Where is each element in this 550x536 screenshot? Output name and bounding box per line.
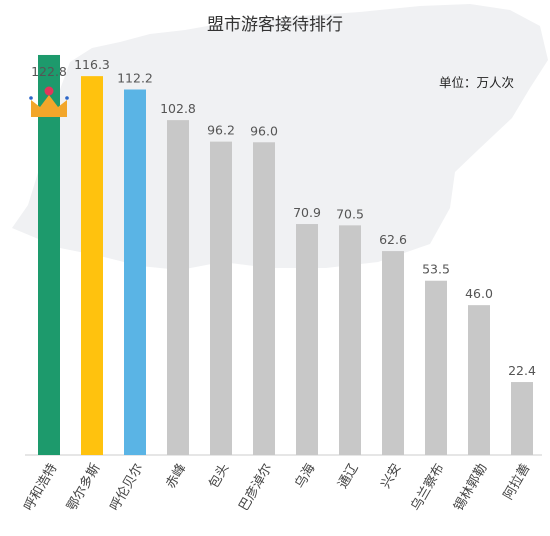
value-label-8: 70.5 bbox=[336, 206, 364, 221]
bar-12 bbox=[511, 382, 533, 455]
bar-5 bbox=[210, 141, 232, 455]
category-label-12: 阿拉善 bbox=[500, 461, 533, 503]
category-label-9: 兴安 bbox=[378, 461, 404, 491]
value-label-10: 53.5 bbox=[422, 262, 450, 277]
value-label-12: 22.4 bbox=[508, 363, 536, 378]
chart-title: 盟市游客接待排行 bbox=[207, 15, 343, 35]
value-label-6: 96.0 bbox=[250, 123, 278, 138]
value-labels-group: 122.8 116.3 112.2 102.8 96.2 96.0 70.9 70.5 62.6… bbox=[31, 57, 536, 378]
bar-11 bbox=[468, 305, 490, 455]
category-label-5: 包头 bbox=[206, 461, 232, 491]
bar-6 bbox=[253, 142, 275, 456]
value-label-7: 70.9 bbox=[293, 205, 321, 220]
value-label-9: 62.6 bbox=[379, 232, 407, 247]
crown-jewel bbox=[44, 86, 54, 96]
bar-4 bbox=[167, 120, 189, 455]
category-labels-group: 呼和浩特 鄂尔多斯 呼伦贝尔 赤峰 包头 巴彦淖尔 乌海 通辽 兴安 乌兰察布 锡林郭勒 阿拉善 bbox=[21, 461, 533, 514]
bars-group bbox=[38, 54, 533, 456]
category-label-2: 鄂尔多斯 bbox=[64, 461, 104, 514]
category-label-6: 巴彦淖尔 bbox=[236, 461, 276, 514]
crown-icon bbox=[29, 86, 69, 117]
category-label-8: 通辽 bbox=[335, 461, 361, 491]
value-label-5: 96.2 bbox=[207, 123, 235, 138]
value-label-1: 122.8 bbox=[31, 64, 67, 79]
value-label-11: 46.0 bbox=[465, 286, 493, 301]
bar-7 bbox=[296, 224, 318, 455]
bar-2 bbox=[81, 76, 103, 456]
bar-10 bbox=[425, 280, 447, 455]
bar-1 bbox=[38, 54, 60, 455]
bar-8 bbox=[339, 225, 361, 455]
category-label-10: 乌兰察布 bbox=[408, 461, 448, 514]
bar-9 bbox=[382, 251, 404, 455]
category-label-3: 呼伦贝尔 bbox=[107, 461, 146, 514]
unit-label: 单位：万人次 bbox=[439, 75, 514, 90]
bar-3 bbox=[124, 89, 146, 455]
value-label-3: 112.2 bbox=[117, 71, 153, 86]
category-label-4: 赤峰 bbox=[163, 461, 189, 491]
category-label-7: 乌海 bbox=[292, 461, 319, 492]
category-label-11: 锡林郭勒 bbox=[451, 461, 491, 514]
value-label-2: 116.3 bbox=[74, 57, 110, 72]
category-label-1: 呼和浩特 bbox=[21, 461, 60, 514]
value-label-4: 102.8 bbox=[160, 101, 196, 116]
